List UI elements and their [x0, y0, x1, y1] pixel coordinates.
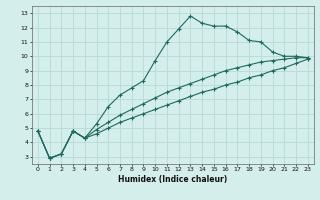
- X-axis label: Humidex (Indice chaleur): Humidex (Indice chaleur): [118, 175, 228, 184]
